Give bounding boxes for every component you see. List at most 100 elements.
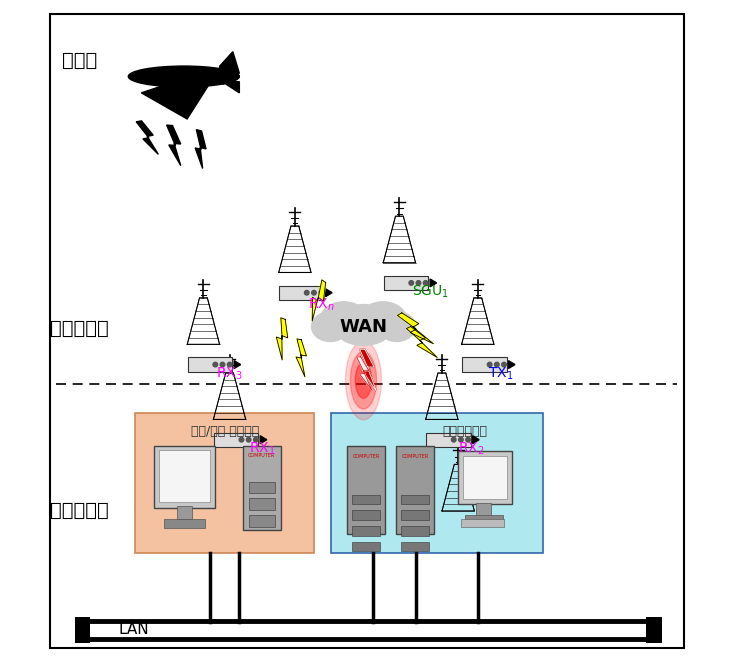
Polygon shape [279,226,311,272]
Text: SGU$_1$: SGU$_1$ [412,284,450,300]
Polygon shape [234,361,240,369]
Polygon shape [397,313,434,344]
Polygon shape [442,464,474,511]
Bar [188,358,232,372]
Ellipse shape [346,340,381,420]
Polygon shape [406,327,437,358]
Bar [279,285,323,300]
Text: RX$_1$: RX$_1$ [249,441,276,457]
Circle shape [502,362,506,367]
Ellipse shape [312,312,349,342]
Bar [477,503,491,516]
Text: 목표물: 목표물 [61,51,97,70]
Circle shape [213,362,218,367]
Polygon shape [462,298,494,344]
Text: 내부구성도: 내부구성도 [50,501,109,520]
Bar [401,542,428,552]
Circle shape [239,438,243,442]
Bar [465,515,502,524]
Text: 외부구성도: 외부구성도 [50,319,109,337]
Polygon shape [296,339,306,377]
Circle shape [254,438,258,442]
Bar [243,445,280,531]
Text: COMPUTER: COMPUTER [401,454,428,459]
Bar [646,617,662,643]
Circle shape [312,291,316,295]
Bar [155,445,215,508]
Bar [214,432,258,447]
Ellipse shape [378,312,415,342]
Circle shape [416,281,421,285]
Polygon shape [360,349,377,392]
Polygon shape [425,373,458,419]
Polygon shape [383,216,416,262]
Bar [401,510,428,520]
Polygon shape [312,280,326,321]
Text: COMPUTER: COMPUTER [352,454,380,459]
Bar [462,456,507,499]
Polygon shape [223,69,239,85]
Polygon shape [223,82,239,93]
Ellipse shape [355,362,371,398]
Text: COMPUTER: COMPUTER [248,453,275,458]
Polygon shape [136,121,158,154]
Bar [352,542,380,552]
Polygon shape [195,130,206,169]
Ellipse shape [337,304,391,345]
Circle shape [488,362,492,367]
Bar [249,516,275,527]
Bar [249,482,275,493]
Bar [75,617,90,643]
Bar [401,495,428,504]
Text: RX$_n$: RX$_n$ [308,297,334,314]
Ellipse shape [338,319,389,345]
Text: TX$_1$: TX$_1$ [488,365,513,382]
Polygon shape [166,125,181,166]
Bar [352,495,380,504]
Bar [401,526,428,536]
Bar [178,506,192,520]
Polygon shape [220,52,239,73]
Polygon shape [508,361,515,369]
Ellipse shape [351,352,377,409]
Circle shape [304,291,309,295]
Polygon shape [187,298,220,344]
Text: WAN: WAN [340,318,388,336]
Circle shape [319,291,323,295]
Bar [249,499,275,510]
Ellipse shape [320,302,367,338]
Circle shape [409,281,414,285]
FancyBboxPatch shape [331,413,543,554]
Polygon shape [326,289,332,297]
Bar [462,520,504,527]
Circle shape [221,362,225,367]
Text: RX$_2$: RX$_2$ [458,441,485,457]
Bar [347,445,385,534]
Bar [164,519,205,528]
Polygon shape [276,318,288,360]
Polygon shape [357,357,372,390]
Ellipse shape [128,66,239,87]
Circle shape [459,438,463,442]
Circle shape [423,281,428,285]
Text: 제어/감시 시현장치: 제어/감시 시현장치 [190,424,259,438]
Polygon shape [430,279,437,287]
FancyBboxPatch shape [135,413,314,554]
Circle shape [451,438,456,442]
Circle shape [494,362,499,367]
Bar [458,451,512,504]
Text: LAN: LAN [118,623,149,637]
Text: 중앙처리장치: 중앙처리장치 [442,424,487,438]
Ellipse shape [360,302,406,338]
Text: RX$_3$: RX$_3$ [217,365,243,382]
Bar [396,445,434,534]
Bar [352,526,380,536]
Polygon shape [473,436,479,443]
Bar [159,450,210,502]
Bar [384,276,428,290]
Circle shape [246,438,251,442]
Bar [426,432,471,447]
Circle shape [465,438,471,442]
Circle shape [227,362,232,367]
Polygon shape [213,373,246,419]
